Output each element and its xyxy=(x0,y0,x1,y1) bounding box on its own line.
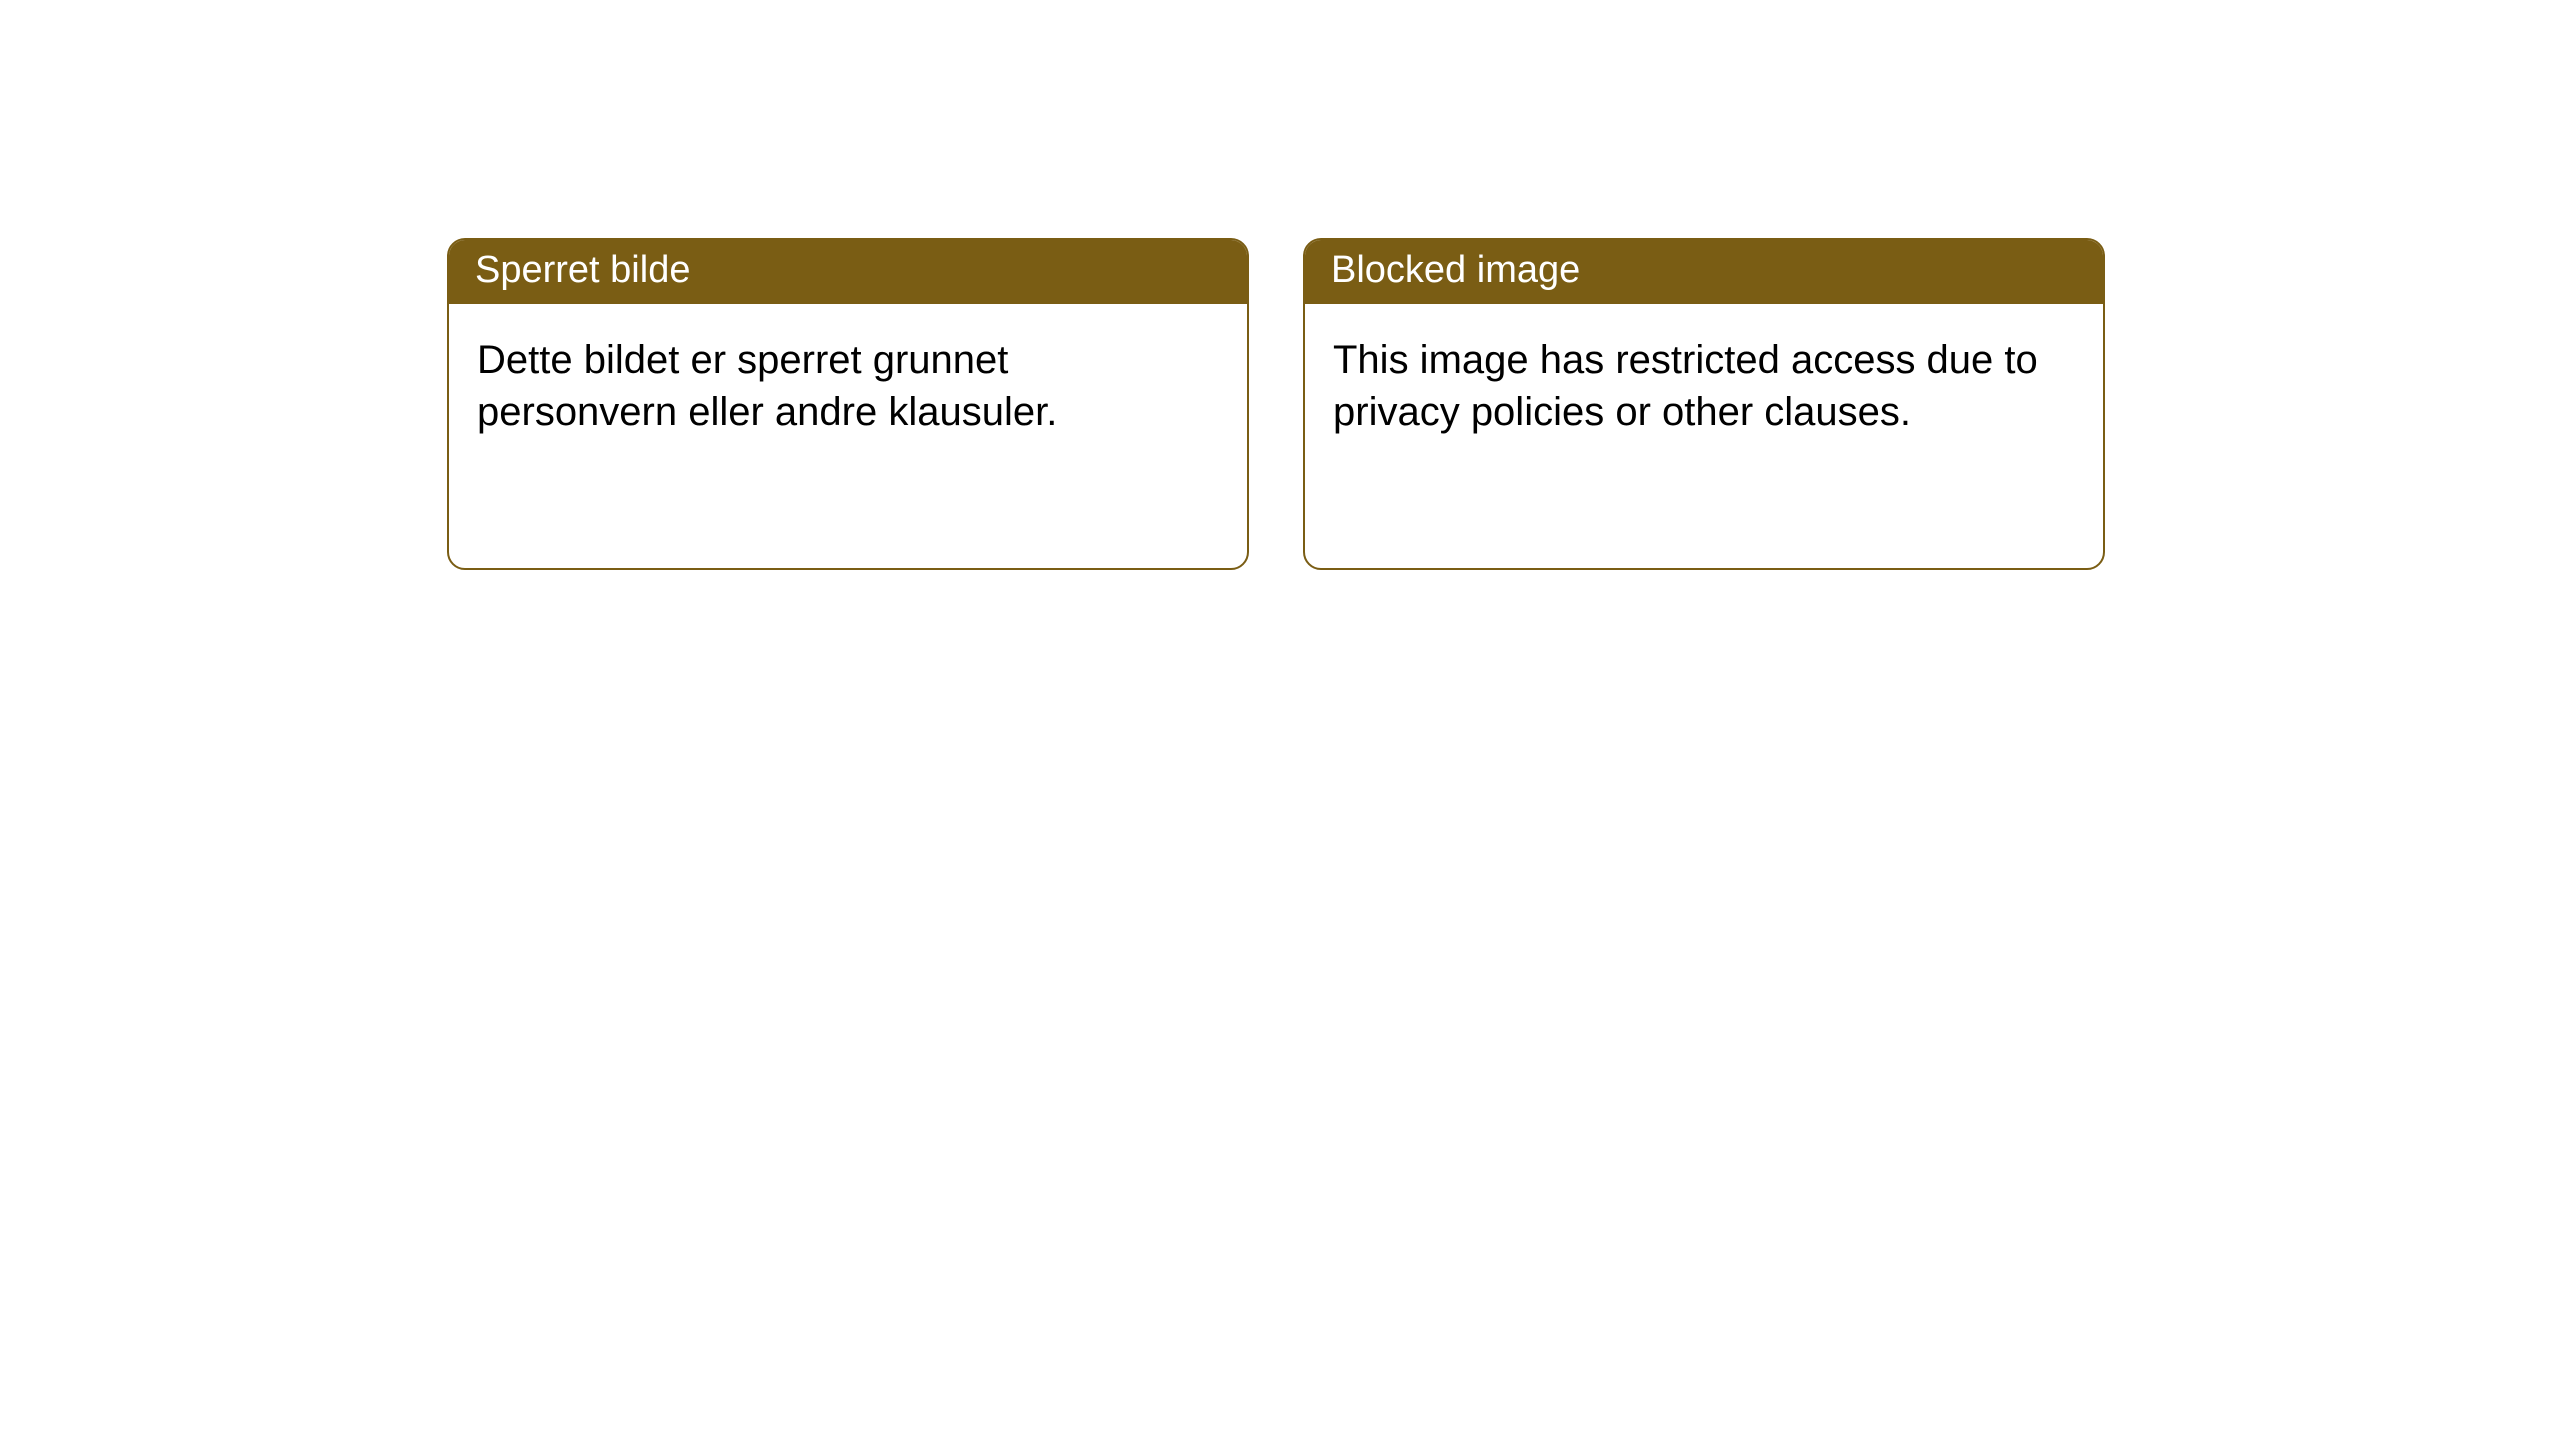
notice-header-english: Blocked image xyxy=(1305,240,2103,304)
notice-container: Sperret bilde Dette bildet er sperret gr… xyxy=(0,0,2560,570)
notice-card-english: Blocked image This image has restricted … xyxy=(1303,238,2105,570)
notice-body-english: This image has restricted access due to … xyxy=(1305,304,2103,468)
notice-card-norwegian: Sperret bilde Dette bildet er sperret gr… xyxy=(447,238,1249,570)
notice-body-norwegian: Dette bildet er sperret grunnet personve… xyxy=(449,304,1247,468)
notice-header-norwegian: Sperret bilde xyxy=(449,240,1247,304)
